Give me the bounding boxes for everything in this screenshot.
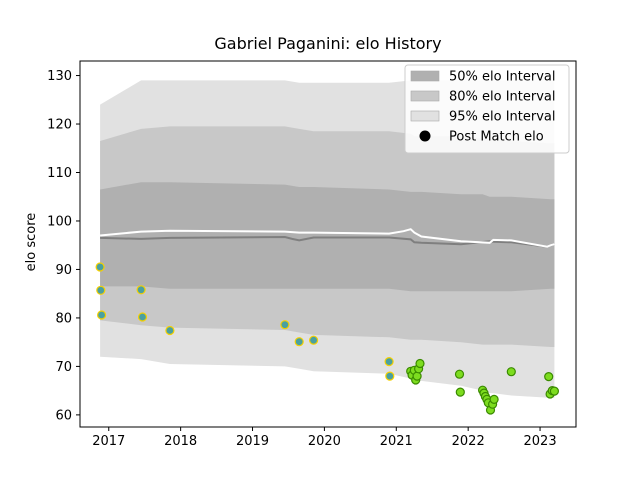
legend-swatch xyxy=(410,110,440,122)
legend-label: Post Match elo xyxy=(449,130,544,145)
post-match-elo-point xyxy=(489,394,499,404)
legend-label: 80% elo Interval xyxy=(449,90,556,105)
post-match-elo-point xyxy=(165,325,175,336)
x-axis: 2017 2018 2019 2020 2021 2022 2023 xyxy=(92,427,557,449)
x-tick-label: 2023 xyxy=(524,434,557,449)
plot-frame xyxy=(79,60,577,428)
y-tick-label: 90 xyxy=(55,263,72,278)
y-tick-label: 130 xyxy=(47,69,72,84)
y-tick-label: 60 xyxy=(55,408,72,423)
post-match-elo-point xyxy=(415,358,425,369)
x-tick-label: 2018 xyxy=(164,434,197,449)
post-match-elo-point xyxy=(96,310,107,320)
post-match-elo-point xyxy=(294,337,304,347)
x-tick-label: 2017 xyxy=(92,434,125,449)
legend-swatch xyxy=(410,90,440,102)
post-match-elo-point xyxy=(506,367,516,377)
x-tick-label: 2020 xyxy=(308,434,341,449)
post-match-elo-point xyxy=(280,320,290,330)
post-match-elo-point xyxy=(136,285,146,295)
post-match-elo-point xyxy=(137,312,148,322)
elo-lines xyxy=(100,228,555,248)
x-tick-label: 2022 xyxy=(452,434,485,449)
y-tick-label: 70 xyxy=(55,360,72,375)
legend-box xyxy=(404,64,570,154)
mean-elo-line xyxy=(100,228,555,248)
post-match-elo-point xyxy=(455,387,465,397)
y-tick-label: 100 xyxy=(47,214,72,229)
post-match-elo-point xyxy=(385,371,395,381)
y-tick-label: 80 xyxy=(55,311,72,326)
x-tick-label: 2021 xyxy=(380,434,413,449)
post-match-elo-point xyxy=(96,285,106,295)
legend-label: 50% elo Interval xyxy=(449,70,556,85)
post-match-elo-point xyxy=(454,369,465,379)
legend-swatch xyxy=(410,70,440,82)
post-match-elo-point xyxy=(309,335,319,345)
post-match-elo-point xyxy=(549,386,560,396)
post-match-elo-point xyxy=(412,371,422,381)
median-elo-line xyxy=(100,235,555,248)
legend: 50% elo Interval 80% elo Interval 95% elo … xyxy=(404,64,570,154)
post-match-points xyxy=(95,262,560,415)
post-match-elo-point xyxy=(544,372,554,382)
y-tick-label: 110 xyxy=(47,166,72,181)
legend-marker xyxy=(419,130,431,142)
post-match-elo-point xyxy=(384,357,394,367)
y-tick-label: 120 xyxy=(47,118,72,133)
legend-label: 95% elo Interval xyxy=(449,110,556,125)
x-tick-label: 2019 xyxy=(236,434,269,449)
y-axis: 60 70 80 90 100 110 120 130 xyxy=(47,69,80,423)
post-match-elo-point xyxy=(95,262,105,272)
chart-title: Gabriel Paganini: elo History xyxy=(214,34,441,53)
y-axis-label: elo score xyxy=(24,213,39,272)
